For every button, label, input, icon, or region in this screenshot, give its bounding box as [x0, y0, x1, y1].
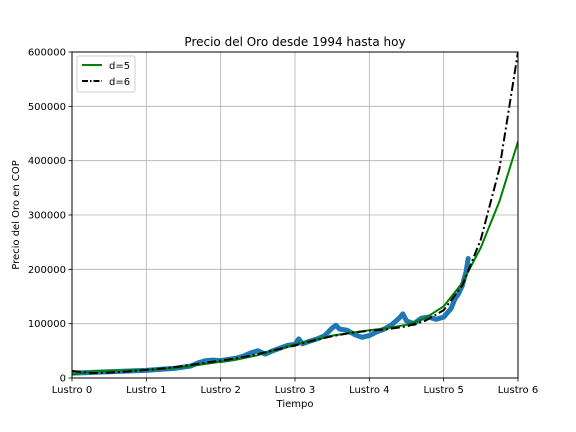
x-tick-label: Lustro 0 [52, 385, 92, 396]
x-tick-label: Lustro 3 [275, 385, 315, 396]
x-axis-label: Tiempo [276, 399, 314, 410]
y-tick-label: 300000 [28, 211, 66, 222]
legend-label-d6: d=6 [109, 77, 130, 88]
y-tick-label: 200000 [28, 265, 66, 276]
chart-title: Precio del Oro desde 1994 hasta hoy [184, 35, 405, 49]
y-tick-label: 100000 [28, 319, 66, 330]
x-tick-label: Lustro 1 [126, 385, 166, 396]
y-tick-label: 600000 [28, 48, 66, 59]
y-tick-label: 0 [60, 374, 66, 385]
x-tick-label: Lustro 6 [498, 385, 538, 396]
series-line-d6 [72, 52, 518, 375]
x-tick-label: Lustro 5 [423, 385, 463, 396]
x-tick-label: Lustro 4 [349, 385, 389, 396]
legend: d=5 d=6 [76, 55, 136, 93]
legend-label-d5: d=5 [109, 61, 130, 72]
y-tick-label: 500000 [28, 102, 66, 113]
y-axis-label: Precio del Oro en COP [11, 160, 22, 270]
y-axis: 0 100000 200000 300000 400000 500000 600000 [28, 48, 72, 385]
x-tick-label: Lustro 2 [200, 385, 240, 396]
y-tick-label: 400000 [28, 156, 66, 167]
series-layer [72, 52, 518, 376]
x-axis: Lustro 0 Lustro 1 Lustro 2 Lustro 3 Lustro 4… [52, 378, 538, 396]
